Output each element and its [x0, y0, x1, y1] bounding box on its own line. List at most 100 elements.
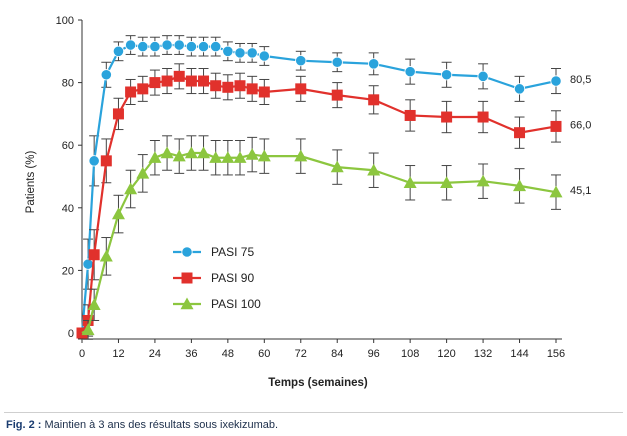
x-tick-label: 48	[222, 348, 234, 360]
data-point	[368, 94, 380, 106]
axes: 0 20 40 60 80 100 0 12 24 36 48 60 72 84 96 108 120 132 14…	[56, 15, 566, 360]
data-point	[210, 80, 222, 92]
data-point	[295, 55, 307, 67]
x-tick-label: 24	[149, 348, 161, 360]
legend: PASI 75 PASI 90 PASI 100	[173, 245, 261, 311]
legend-label: PASI 100	[211, 297, 261, 311]
data-point	[137, 83, 149, 95]
data-point	[209, 151, 223, 163]
data-point	[111, 207, 125, 220]
data-point	[82, 258, 94, 270]
data-point	[125, 86, 137, 98]
caption-text: Maintien à 3 ans des résultats sous ixek…	[41, 419, 279, 431]
data-point	[476, 174, 490, 187]
legend-label: PASI 75	[211, 245, 254, 259]
y-tick-label: 20	[62, 265, 74, 277]
legend-entry: PASI 75	[173, 245, 254, 259]
end-value-label: 45,1	[570, 185, 591, 197]
end-value-label: 80,5	[570, 74, 591, 86]
data-point	[368, 58, 380, 70]
data-point	[245, 148, 259, 160]
data-point	[331, 89, 343, 101]
x-tick-label: 156	[547, 348, 565, 360]
data-point	[404, 109, 416, 121]
data-point	[331, 56, 343, 68]
data-point	[112, 108, 124, 120]
y-tick-label: 80	[62, 78, 74, 90]
data-point	[440, 176, 454, 188]
data-point	[258, 50, 270, 62]
data-point	[99, 249, 113, 262]
data-point	[197, 41, 210, 53]
series-pasi-75: 80,5	[80, 35, 591, 334]
x-tick-label: 84	[331, 348, 343, 360]
x-tick-label: 120	[437, 348, 455, 360]
data-point	[87, 298, 101, 311]
figure-caption: Fig. 2 : Maintien à 3 ans des résultats …	[6, 419, 278, 431]
data-point	[149, 41, 161, 53]
data-point	[88, 249, 100, 261]
data-point	[210, 41, 222, 53]
x-tick-label: 0	[79, 348, 85, 360]
data-point	[222, 45, 234, 57]
y-tick-label: 60	[62, 140, 74, 152]
data-point	[198, 75, 210, 87]
data-point	[124, 182, 138, 195]
data-point	[173, 70, 185, 82]
y-axis-title: Patients (%)	[25, 151, 37, 214]
data-point	[295, 83, 307, 95]
x-tick-label: 132	[474, 348, 492, 360]
data-point	[173, 39, 185, 51]
legend-entry: PASI 90	[173, 271, 254, 285]
x-tick-label: 72	[295, 348, 307, 360]
data-point	[513, 83, 526, 95]
data-point	[441, 69, 453, 81]
x-tick-label: 144	[510, 348, 528, 360]
data-point	[136, 166, 150, 179]
data-point	[246, 83, 258, 95]
x-tick-label: 12	[112, 348, 124, 360]
legend-label: PASI 90	[211, 271, 254, 285]
data-point	[549, 185, 563, 198]
end-value-label: 66,0	[570, 119, 591, 131]
legend-entry: PASI 100	[173, 297, 261, 311]
data-point	[172, 149, 186, 162]
caption-label: Fig. 2 :	[6, 419, 42, 431]
data-point	[234, 47, 246, 59]
data-point	[367, 163, 381, 176]
data-point	[137, 41, 149, 53]
data-point	[404, 66, 416, 78]
data-point	[257, 149, 271, 162]
series-pasi-100: 45,1	[81, 135, 591, 340]
data-point	[330, 160, 344, 173]
data-point	[477, 111, 489, 123]
legend-marker	[181, 272, 193, 284]
x-tick-label: 36	[185, 348, 197, 360]
data-point	[294, 149, 308, 162]
data-point	[550, 120, 562, 132]
data-point	[100, 69, 112, 81]
data-point	[161, 75, 173, 87]
data-point	[221, 151, 235, 163]
data-point	[184, 146, 198, 159]
data-point	[403, 176, 417, 188]
legend-marker	[180, 297, 194, 310]
data-point	[550, 75, 562, 87]
data-point	[160, 146, 174, 159]
series-line	[80, 43, 557, 334]
plot-area: 80,5 66,0 45,1	[76, 35, 591, 340]
data-point	[148, 151, 162, 163]
data-point	[441, 111, 453, 123]
data-point	[222, 81, 234, 93]
data-point	[100, 155, 112, 167]
data-point	[88, 155, 100, 167]
data-point	[233, 151, 247, 163]
data-point	[161, 39, 173, 51]
data-point	[514, 127, 526, 139]
x-tick-label: 96	[368, 348, 380, 360]
data-point	[234, 80, 246, 92]
legend-marker	[181, 246, 193, 258]
x-tick-label: 108	[401, 348, 419, 360]
line-chart: 0 20 40 60 80 100 0 12 24 36 48 60 72 84 96 108 120 132 14…	[25, 15, 591, 389]
